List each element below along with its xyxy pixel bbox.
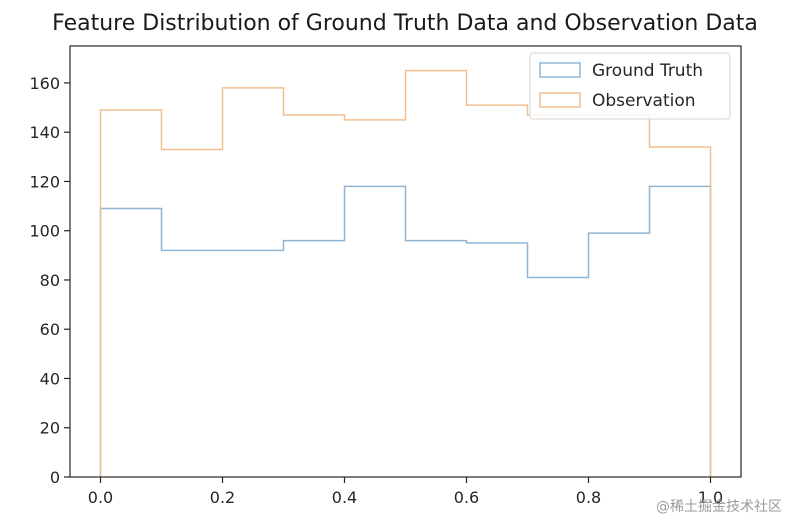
x-tick-label: 0.8 (576, 488, 601, 507)
y-tick-label: 20 (40, 419, 60, 438)
legend-swatch (539, 92, 581, 108)
y-tick-label: 160 (29, 74, 60, 93)
chart-title: Feature Distribution of Ground Truth Dat… (52, 11, 758, 36)
series-line-ground-truth (99, 185, 712, 477)
watermark: @稀土掘金技术社区 (656, 499, 782, 515)
y-tick-label: 120 (29, 172, 60, 191)
y-tick-label: 140 (29, 123, 60, 142)
y-tick-label: 40 (40, 369, 60, 388)
legend-label: Ground Truth (592, 61, 703, 81)
y-tick-label: 80 (40, 271, 60, 290)
axes-frame (69, 45, 742, 478)
x-tick-label: 1.0 (698, 488, 723, 507)
legend: Ground Truth Observation (529, 52, 731, 120)
y-tick-label: 0 (50, 468, 60, 487)
legend-swatch (539, 62, 581, 78)
x-tick-label: 0.4 (332, 488, 357, 507)
x-tick-label: 0.2 (210, 488, 235, 507)
plot-area: 0.0 0.2 0.4 0.6 0.8 1.0 0 20 40 60 80 100 120 140 160 (29, 45, 742, 507)
y-tick-label: 60 (40, 320, 60, 339)
x-tick-label: 0.0 (88, 488, 113, 507)
x-tick-label: 0.6 (454, 488, 479, 507)
series-line-observation (99, 69, 712, 477)
y-tick-label: 100 (29, 222, 60, 241)
legend-label: Observation (592, 91, 696, 111)
